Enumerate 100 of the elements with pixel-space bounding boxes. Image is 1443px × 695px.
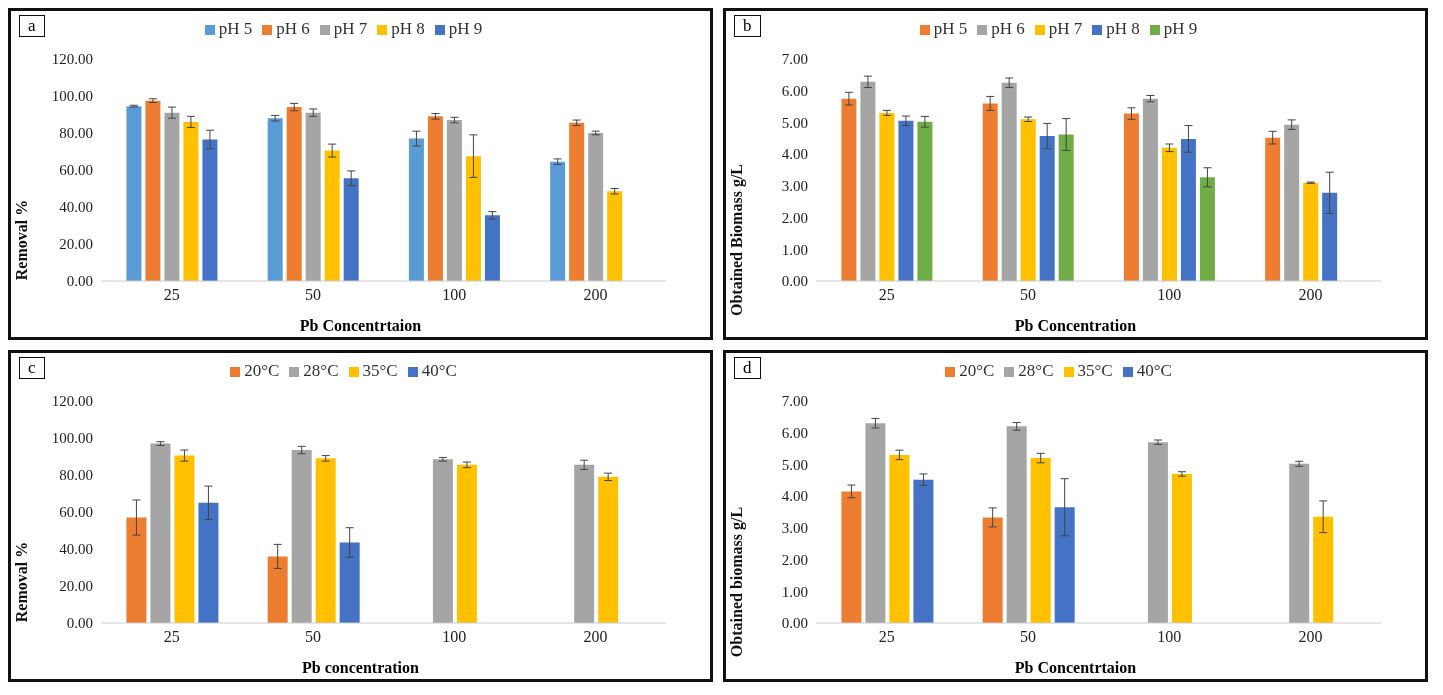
- y-tick-label: 5.00: [781, 114, 808, 131]
- bar: [1180, 138, 1196, 281]
- legend-label: pH 5: [933, 19, 968, 38]
- y-tick-label: 2.00: [781, 209, 808, 226]
- x-tick-label: 50: [1019, 628, 1036, 646]
- y-tick-label: 80.00: [59, 125, 93, 142]
- bar: [860, 81, 876, 281]
- y-tick-label: 0.00: [781, 615, 808, 632]
- bar: [126, 517, 147, 623]
- bar: [1147, 442, 1168, 623]
- bar: [1039, 136, 1055, 281]
- bar: [1006, 426, 1027, 623]
- legend-label: 20°C: [244, 361, 280, 380]
- y-tick-label: 80.00: [59, 467, 93, 484]
- x-tick-label: 50: [1019, 286, 1036, 304]
- x-axis-title: Pb Concentrtaion: [298, 317, 423, 335]
- x-tick-label: 25: [163, 286, 180, 304]
- y-tick-label: 2.00: [781, 551, 808, 568]
- bar: [202, 139, 218, 281]
- y-tick-label: 3.00: [781, 520, 808, 537]
- y-tick-label: 100.00: [51, 88, 93, 105]
- bar: [1058, 134, 1074, 281]
- bar: [465, 156, 481, 281]
- y-tick-label: 120.00: [51, 51, 93, 68]
- y-tick-label: 6.00: [781, 425, 808, 442]
- y-tick-label: 4.00: [781, 488, 808, 505]
- bar: [879, 112, 895, 281]
- legend-label: 35°C: [1077, 361, 1113, 380]
- y-tick-label: 0.00: [66, 615, 93, 632]
- legend-label: pH 9: [1163, 19, 1198, 38]
- x-axis-title: Pb concentration: [301, 659, 420, 677]
- bar: [607, 191, 623, 281]
- y-axis-title: Removal %: [12, 541, 30, 623]
- bar: [1161, 147, 1177, 281]
- legend-label: pH 7: [1048, 19, 1083, 38]
- chart-title: d: [734, 357, 761, 379]
- legend-label: pH 8: [1106, 19, 1140, 38]
- x-tick-label: 25: [878, 286, 895, 304]
- bar: [889, 454, 910, 623]
- x-tick-label: 200: [1298, 628, 1323, 646]
- y-tick-label: 3.00: [781, 178, 808, 195]
- bar: [574, 464, 595, 623]
- y-tick-label: 60.00: [59, 162, 93, 179]
- chart-title: a: [19, 15, 45, 37]
- bar: [408, 138, 424, 281]
- bar: [569, 122, 585, 281]
- bar: [291, 450, 312, 623]
- y-axis-title: Obtained Biomass g/L: [727, 163, 746, 317]
- bar: [1284, 124, 1300, 281]
- legend-label: 40°C: [1136, 361, 1172, 380]
- y-tick-label: 1.00: [781, 583, 808, 600]
- legend-label: 40°C: [421, 361, 457, 380]
- y-tick-label: 40.00: [59, 199, 93, 216]
- legend-label: 20°C: [959, 361, 995, 380]
- x-tick-label: 100: [442, 286, 467, 304]
- bar: [1030, 458, 1051, 623]
- bar: [343, 178, 359, 281]
- bar: [865, 423, 886, 623]
- y-tick-label: 0.00: [66, 273, 93, 290]
- bar: [1123, 113, 1139, 281]
- chart-title: b: [734, 15, 761, 37]
- bar: [1054, 507, 1075, 623]
- y-tick-label: 7.00: [781, 51, 808, 68]
- bar: [1289, 463, 1310, 623]
- x-tick-label: 200: [1298, 286, 1323, 304]
- x-tick-label: 100: [442, 628, 467, 646]
- y-tick-label: 4.00: [781, 146, 808, 163]
- y-tick-label: 20.00: [59, 236, 93, 253]
- bar: [315, 458, 336, 623]
- bar: [456, 464, 477, 623]
- y-axis-title: Removal %: [12, 199, 30, 281]
- bar: [841, 98, 857, 281]
- y-tick-label: 40.00: [59, 541, 93, 558]
- bar: [198, 502, 219, 623]
- legend-label: pH 8: [391, 19, 425, 38]
- bar: [1313, 516, 1334, 623]
- legend-label: pH 9: [448, 19, 483, 38]
- x-tick-label: 50: [304, 628, 321, 646]
- bar: [588, 133, 604, 281]
- x-tick-label: 25: [163, 628, 180, 646]
- bar: [427, 116, 443, 281]
- bar: [1303, 182, 1319, 281]
- bar: [1265, 137, 1281, 281]
- bar: [982, 517, 1003, 623]
- bar: [1020, 119, 1036, 281]
- legend-label: pH 6: [991, 19, 1025, 38]
- legend-label: pH 7: [333, 19, 368, 38]
- y-tick-label: 20.00: [59, 578, 93, 595]
- bar: [484, 215, 500, 281]
- bar: [841, 491, 862, 623]
- y-tick-label: 100.00: [51, 430, 93, 447]
- bar: [917, 121, 933, 281]
- legend-label: pH 6: [276, 19, 310, 38]
- bar: [183, 121, 199, 281]
- x-tick-label: 50: [304, 286, 321, 304]
- bar: [1322, 192, 1338, 281]
- chart-title: c: [19, 357, 45, 379]
- bar: [126, 106, 142, 281]
- bar: [267, 118, 283, 281]
- y-tick-label: 60.00: [59, 504, 93, 521]
